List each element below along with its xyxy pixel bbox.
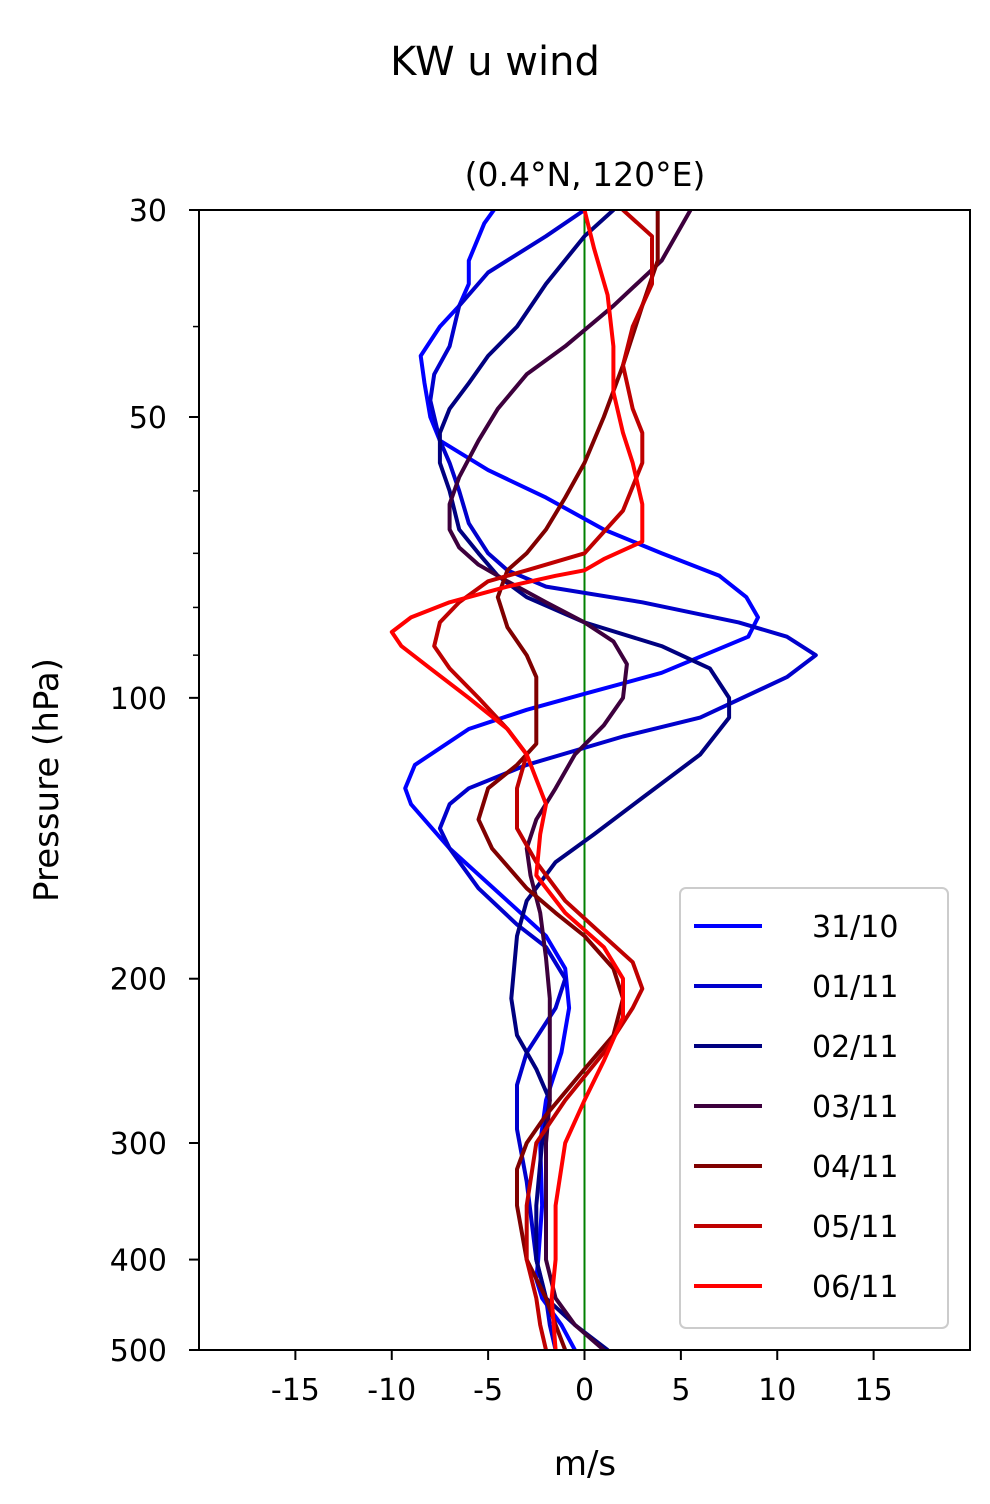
x-tick-label: 5: [671, 1373, 690, 1408]
y-tick-label: 300: [110, 1127, 167, 1162]
legend-item: 06/11: [694, 1270, 898, 1305]
x-tick-label: 10: [758, 1373, 796, 1408]
series-line-31-10: [403, 210, 760, 1350]
y-tick-label: 200: [110, 963, 167, 998]
series-line-04-11: [476, 210, 660, 1350]
y-tick-label: 50: [129, 401, 167, 436]
x-tick-label: -15: [271, 1373, 320, 1408]
figure-title: KW u wind: [390, 39, 600, 85]
legend-item: 02/11: [694, 1030, 898, 1065]
axes-subtitle: (0.4°N, 120°E): [465, 155, 706, 194]
x-axis: -15 -10 -5 0 5 10 15: [271, 1350, 893, 1408]
legend-item: 04/11: [694, 1150, 898, 1185]
legend-label: 03/11: [812, 1090, 898, 1125]
legend-label: 02/11: [812, 1030, 898, 1065]
legend-label: 05/11: [812, 1210, 898, 1245]
legend-label: 01/11: [812, 970, 898, 1005]
legend: 31/10 01/11 02/11 03/11 04/11 05/11 06/11: [679, 887, 949, 1329]
legend-item: 05/11: [694, 1210, 898, 1245]
x-axis-label: m/s: [554, 1444, 616, 1484]
x-tick-label: -5: [473, 1373, 503, 1408]
y-tick-label: 30: [129, 194, 167, 229]
legend-label: 31/10: [812, 910, 898, 945]
legend-item: 31/10: [694, 910, 898, 945]
x-tick-label: 15: [855, 1373, 893, 1408]
series-line-01-11: [428, 210, 818, 1350]
legend-label: 04/11: [812, 1150, 898, 1185]
y-tick-label: 400: [110, 1244, 167, 1279]
y-tick-label: 500: [110, 1334, 167, 1369]
x-tick-label: 0: [575, 1373, 594, 1408]
x-tick-label: -10: [367, 1373, 416, 1408]
series-line-06-11: [389, 210, 645, 1350]
legend-item: 01/11: [694, 970, 898, 1005]
y-axis: 30 50 100 200 300 400 500: [110, 194, 199, 1369]
legend-label: 06/11: [812, 1270, 898, 1305]
y-tick-label: 100: [110, 682, 167, 717]
y-axis-label: Pressure (hPa): [27, 658, 67, 902]
legend-item: 03/11: [694, 1090, 898, 1125]
